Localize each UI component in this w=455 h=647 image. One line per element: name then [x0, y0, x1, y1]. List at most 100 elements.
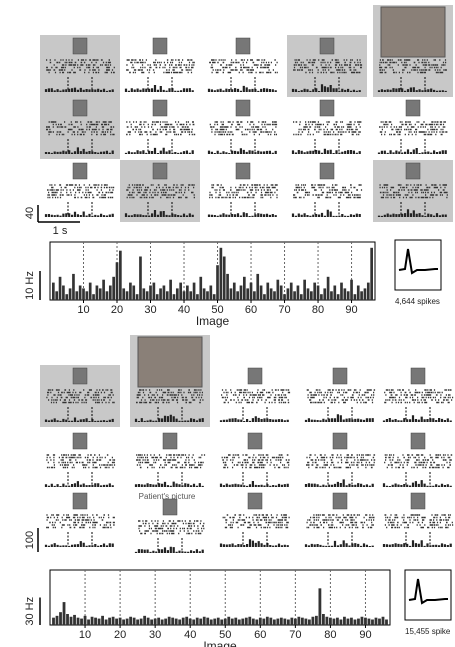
bar	[269, 618, 272, 625]
bar	[213, 619, 216, 625]
bar	[382, 617, 385, 625]
bar	[199, 277, 202, 300]
raster	[221, 390, 290, 403]
bar	[136, 620, 139, 626]
x-tick-label: 10	[79, 629, 91, 641]
bar	[55, 291, 58, 300]
bar	[80, 619, 83, 625]
psth	[221, 481, 288, 487]
x-tick-label: 80	[324, 629, 336, 641]
bar	[307, 288, 310, 300]
bar	[173, 294, 176, 300]
psth	[136, 482, 203, 487]
bar	[245, 618, 248, 625]
plot-frame	[50, 242, 375, 300]
x-tick-label: 30	[144, 304, 156, 316]
bar	[129, 283, 132, 300]
bar	[357, 286, 360, 301]
raster-count-scale: 100	[24, 531, 36, 549]
photo	[333, 368, 347, 384]
bar	[378, 619, 381, 625]
photo	[236, 38, 250, 54]
x-tick-label: 80	[312, 304, 324, 316]
bar	[129, 617, 132, 625]
bar	[243, 277, 246, 300]
raster	[209, 60, 278, 73]
bar	[82, 288, 85, 300]
bar	[375, 618, 378, 625]
bar	[227, 617, 230, 625]
bar	[217, 618, 220, 625]
x-axis-label: Image	[196, 314, 230, 328]
bar	[91, 617, 94, 625]
bar	[310, 291, 313, 300]
bar	[112, 617, 115, 625]
bar	[280, 618, 283, 625]
bar	[246, 288, 249, 300]
photo	[153, 163, 167, 179]
bar	[75, 291, 78, 300]
bar	[354, 294, 357, 300]
bar	[252, 619, 255, 625]
raster	[222, 455, 290, 468]
bar	[182, 618, 185, 625]
raster-time-scale: 1 s	[53, 225, 68, 237]
psth	[293, 149, 360, 154]
bar	[171, 618, 174, 625]
bar	[276, 280, 279, 300]
bar	[230, 288, 233, 300]
bar	[94, 618, 97, 625]
bar	[169, 280, 172, 300]
bar	[297, 617, 300, 625]
photo	[248, 368, 262, 384]
bar	[322, 614, 325, 625]
bar	[301, 618, 304, 625]
bar	[153, 283, 156, 300]
photo	[73, 493, 87, 509]
psth	[293, 210, 360, 217]
x-axis-label: Image	[203, 639, 237, 647]
bar	[234, 618, 237, 625]
spike-waveform	[409, 579, 448, 603]
bar	[163, 286, 166, 301]
bar	[183, 291, 186, 300]
bar	[318, 588, 321, 625]
bar	[139, 257, 142, 301]
photo	[406, 100, 420, 116]
psth	[384, 540, 451, 547]
x-tick-label: 90	[359, 629, 371, 641]
bar	[196, 618, 199, 625]
bar	[311, 617, 314, 625]
photo	[236, 163, 250, 179]
psth	[209, 148, 276, 154]
bar	[59, 277, 62, 300]
bar	[364, 288, 367, 300]
bar	[105, 620, 108, 626]
raster	[384, 390, 453, 403]
bar	[69, 288, 72, 300]
bar	[161, 620, 164, 626]
psth	[306, 540, 373, 547]
bar	[241, 619, 244, 625]
bar	[308, 620, 311, 626]
bar	[340, 620, 343, 626]
bar	[149, 286, 152, 301]
bar	[323, 288, 326, 300]
bar	[371, 620, 374, 626]
photo	[333, 493, 347, 509]
psth	[306, 414, 373, 422]
bar	[304, 619, 307, 625]
bar	[209, 286, 212, 301]
x-tick-label: 20	[114, 629, 126, 641]
psth	[126, 148, 193, 154]
bar	[126, 291, 129, 300]
photo	[73, 433, 87, 449]
bar	[250, 283, 253, 300]
bar	[354, 620, 357, 626]
bar	[240, 286, 243, 301]
photo	[320, 100, 334, 116]
bar	[336, 618, 339, 625]
bar	[65, 294, 68, 300]
bar	[233, 283, 236, 300]
photo	[333, 433, 347, 449]
